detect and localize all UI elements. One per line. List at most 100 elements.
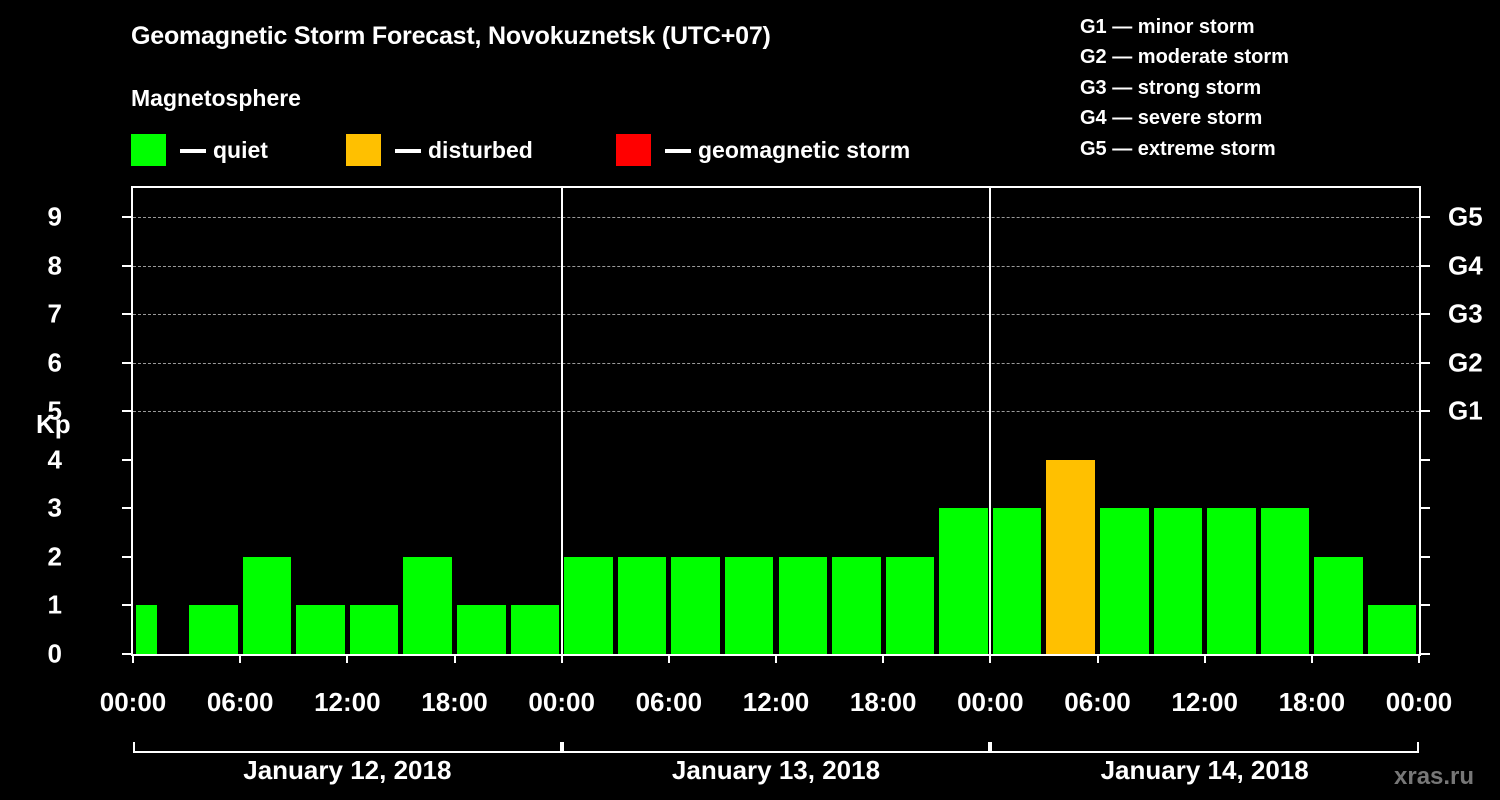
day-separator bbox=[989, 188, 992, 654]
bar-kp bbox=[992, 508, 1042, 654]
right-axis-label-g2: G2 bbox=[1448, 347, 1483, 378]
y-tick-label: 7 bbox=[47, 298, 62, 329]
day-bracket bbox=[133, 742, 562, 753]
right-tick bbox=[1419, 604, 1430, 607]
y-tick-label: 9 bbox=[47, 201, 62, 232]
x-tick-label: 00:00 bbox=[528, 687, 595, 717]
right-axis-label-g1: G1 bbox=[1448, 395, 1483, 426]
x-tick bbox=[989, 654, 992, 663]
plot-area bbox=[122, 186, 1430, 663]
gridline-kp-7 bbox=[133, 314, 1419, 316]
bar-kp bbox=[189, 605, 238, 654]
y-tick-label: 2 bbox=[47, 541, 62, 572]
bar-kp bbox=[1260, 508, 1310, 654]
right-tick bbox=[1419, 410, 1430, 413]
legend-item-disturbed: disturbed bbox=[346, 133, 533, 167]
legend-dash-icon bbox=[180, 149, 206, 154]
bar-kp bbox=[1153, 508, 1203, 654]
legend-label-quiet: quiet bbox=[166, 137, 268, 164]
y-axis-title: Kp bbox=[36, 409, 71, 439]
x-tick bbox=[239, 654, 242, 663]
bar-kp bbox=[510, 605, 560, 654]
day-bracket bbox=[990, 742, 1419, 753]
day-label: January 14, 2018 bbox=[1100, 755, 1309, 785]
storm-swatch-icon bbox=[616, 134, 651, 166]
x-tick-label: 00:00 bbox=[1385, 687, 1453, 717]
right-tick bbox=[1419, 653, 1430, 655]
x-tick bbox=[132, 654, 134, 663]
gridline-kp-6 bbox=[133, 362, 1419, 364]
bar-kp bbox=[617, 556, 667, 654]
bar-kp bbox=[242, 556, 292, 654]
x-tick bbox=[1418, 654, 1420, 663]
gridline-kp-8 bbox=[133, 265, 1419, 267]
right-tick bbox=[1419, 264, 1430, 267]
y-tick bbox=[122, 264, 133, 267]
legend-item-quiet: quiet bbox=[131, 133, 268, 167]
x-tick-label: 06:00 bbox=[635, 687, 703, 717]
gridline-kp-9 bbox=[133, 217, 1419, 219]
bar-kp bbox=[349, 605, 399, 654]
bar-kp bbox=[1314, 556, 1363, 654]
right-tick bbox=[1419, 361, 1430, 364]
y-tick-label: 5 bbox=[47, 395, 62, 426]
x-tick bbox=[346, 654, 349, 663]
y-tick-label: 1 bbox=[47, 589, 62, 620]
x-tick-label: 12:00 bbox=[742, 687, 810, 717]
g-scale-line-g4: G4 — severe storm bbox=[1080, 107, 1263, 130]
x-tick-label: 18:00 bbox=[421, 687, 488, 717]
bar-kp bbox=[457, 605, 506, 654]
bar-kp bbox=[135, 605, 158, 654]
y-tick bbox=[122, 555, 133, 558]
x-tick bbox=[882, 654, 885, 663]
plot-inner bbox=[122, 188, 1430, 663]
x-tick-label: 00:00 bbox=[99, 687, 167, 717]
bar-kp bbox=[296, 605, 345, 654]
y-tick-label: 0 bbox=[47, 638, 62, 669]
day-label: January 12, 2018 bbox=[243, 755, 452, 785]
g-scale-line-g3: G3 — strong storm bbox=[1080, 76, 1262, 99]
y-tick bbox=[122, 216, 133, 219]
day-label: January 13, 2018 bbox=[671, 755, 881, 785]
g-scale-line-g2: G2 — moderate storm bbox=[1080, 46, 1289, 69]
bar-kp bbox=[1100, 508, 1149, 654]
right-tick bbox=[1419, 216, 1430, 219]
right-tick bbox=[1419, 458, 1430, 461]
y-tick bbox=[122, 313, 133, 316]
bar-kp bbox=[671, 556, 720, 654]
legend-item-storm: geomagnetic storm bbox=[616, 133, 910, 167]
legend-dash-icon bbox=[395, 149, 421, 154]
bar-kp bbox=[1046, 459, 1095, 654]
page-title: Geomagnetic Storm Forecast, Novokuznetsk… bbox=[131, 22, 771, 50]
x-tick bbox=[667, 654, 670, 663]
bar-kp bbox=[832, 556, 881, 654]
right-axis-label-g5: G5 bbox=[1448, 201, 1483, 232]
bar-kp bbox=[564, 556, 613, 654]
x-tick-label: 12:00 bbox=[314, 687, 381, 717]
disturbed-swatch-icon bbox=[346, 134, 381, 166]
right-tick bbox=[1419, 555, 1430, 558]
gridline-kp-5 bbox=[133, 411, 1419, 413]
y-tick-label: 4 bbox=[47, 444, 62, 475]
y-tick bbox=[122, 410, 133, 413]
y-tick bbox=[122, 507, 133, 510]
bar-kp bbox=[778, 556, 828, 654]
legend-dash-icon bbox=[665, 149, 691, 154]
x-tick-label: 00:00 bbox=[957, 687, 1024, 717]
day-separator bbox=[560, 188, 563, 654]
bar-kp bbox=[403, 556, 452, 654]
x-tick-label: 18:00 bbox=[849, 687, 917, 717]
y-tick-label: 3 bbox=[47, 492, 62, 523]
x-tick bbox=[453, 654, 456, 663]
g-scale-key: G1 — minor storm G2 — moderate storm G3 … bbox=[1080, 12, 1289, 164]
right-tick bbox=[1419, 313, 1430, 316]
right-axis-label-g4: G4 bbox=[1448, 250, 1483, 281]
bar-kp bbox=[1207, 508, 1256, 654]
legend-label-disturbed: disturbed bbox=[381, 137, 533, 164]
x-tick bbox=[1096, 654, 1099, 663]
x-tick-label: 06:00 bbox=[206, 687, 274, 717]
y-tick-label: 8 bbox=[47, 250, 62, 281]
x-tick bbox=[1203, 654, 1206, 663]
watermark: xras.ru bbox=[1394, 763, 1475, 790]
day-bracket bbox=[561, 742, 991, 753]
